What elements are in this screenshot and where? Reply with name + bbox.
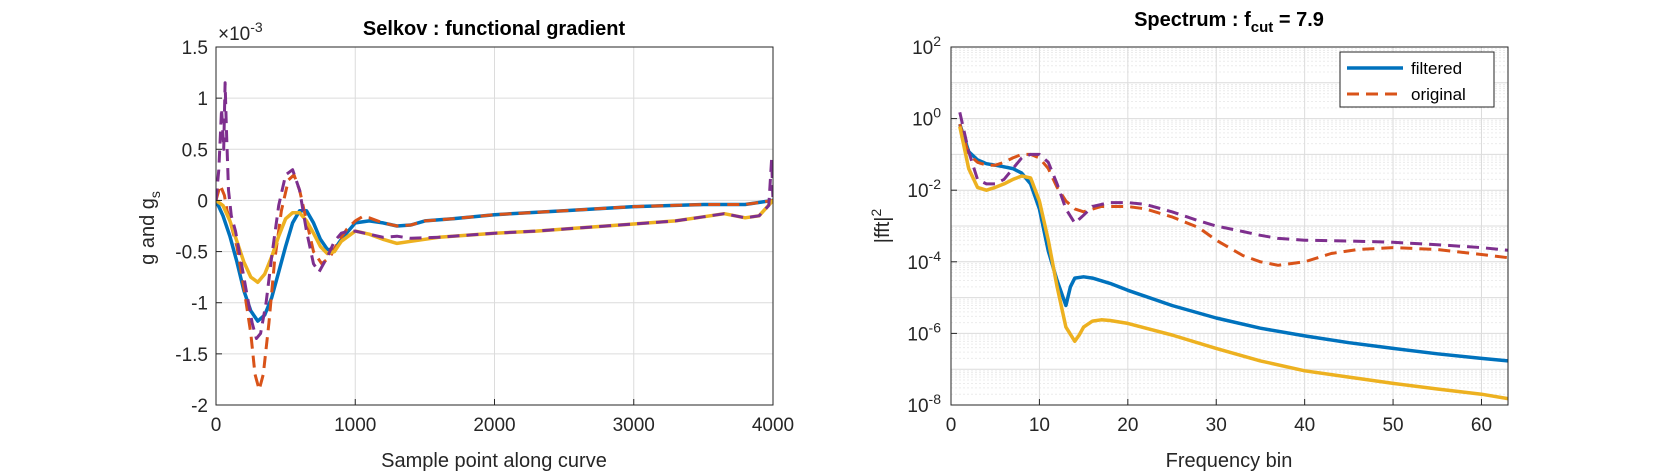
gradient-x-tick-label: 0 (211, 415, 222, 436)
spectrum-y-tick-label: 10-4 (907, 248, 941, 274)
spectrum-y-tick-label: 10-2 (907, 176, 941, 202)
spectrum-x-axis-label: Frequency bin (1166, 450, 1293, 472)
gradient-series-3-line (216, 81, 773, 340)
gradient-y-axis-label: g and gs (137, 191, 163, 265)
spectrum-x-tick-labels: 0 10 20 30 40 50 60 (946, 415, 1492, 436)
spectrum-y-tick-labels: 102 100 10-2 10-4 10-6 10-8 (907, 33, 941, 417)
spectrum-x-tick-label: 50 (1382, 415, 1403, 436)
legend-box (1339, 51, 1495, 108)
spectrum-axes-box (950, 46, 1509, 406)
gradient-y-tick-label: -2 (191, 396, 208, 417)
gradient-y-tick-label: 1.5 (182, 38, 208, 59)
spectrum-tick-marks (950, 46, 1482, 406)
gradient-x-tick-label: 2000 (473, 415, 515, 436)
spectrum-chart: 0 10 20 30 40 50 60 102 100 10-2 10-4 10-6 10-8 Spe… (868, 9, 1509, 472)
spectrum-x-tick-label: 20 (1117, 415, 1138, 436)
gradient-title: Selkov : functional gradient (363, 18, 626, 40)
gradient-y-exponent: ×10-3 (218, 19, 263, 45)
spectrum-x-tick-label: 0 (946, 415, 957, 436)
gradient-grid (215, 46, 774, 406)
gradient-x-tick-labels: 0 1000 2000 3000 4000 (211, 415, 794, 436)
spectrum-x-tick-label: 60 (1471, 415, 1492, 436)
spectrum-y-axis-label: |fft|2 (868, 209, 894, 244)
gradient-series-1-line (216, 173, 773, 392)
spectrum-legend: filtered original (1339, 51, 1495, 108)
gradient-y-tick-label: 0 (197, 191, 208, 212)
spectrum-x-tick-label: 30 (1206, 415, 1227, 436)
gradient-series (216, 81, 773, 392)
spectrum-y-tick-label: 10-6 (907, 319, 941, 345)
gradient-y-tick-label: -0.5 (175, 243, 208, 264)
gradient-chart: 0 1000 2000 3000 4000 -2 -1.5 -1 -0.5 0 0.5 1 1.5 ×… (137, 18, 794, 472)
spectrum-y-tick-label: 100 (912, 105, 941, 131)
gradient-x-tick-label: 1000 (334, 415, 376, 436)
spectrum-y-tick-label: 10-8 (907, 391, 941, 417)
legend-filtered-label: filtered (1411, 59, 1462, 78)
legend-original-label: original (1411, 85, 1466, 104)
gradient-x-axis-label: Sample point along curve (381, 450, 607, 472)
gradient-x-tick-label: 4000 (752, 415, 794, 436)
gradient-y-tick-labels: -2 -1.5 -1 -0.5 0 0.5 1 1.5 (175, 38, 208, 417)
spectrum-x-tick-label: 40 (1294, 415, 1315, 436)
spectrum-series-1-line (958, 123, 1508, 267)
spectrum-y-tick-label: 102 (912, 33, 941, 59)
gradient-tick-marks (215, 46, 774, 406)
spectrum-series-2-line (958, 126, 1508, 401)
spectrum-series-0-line (958, 123, 1508, 363)
gradient-y-tick-label: -1.5 (175, 345, 208, 366)
spectrum-series (958, 111, 1508, 401)
spectrum-title: Spectrum : fcut = 7.9 (1134, 9, 1324, 36)
spectrum-series-3-line (958, 111, 1508, 252)
gradient-y-tick-label: -1 (191, 294, 208, 315)
gradient-y-tick-label: 1 (197, 89, 208, 110)
gradient-x-tick-label: 3000 (613, 415, 655, 436)
gradient-y-tick-label: 0.5 (182, 140, 208, 161)
spectrum-x-tick-label: 10 (1029, 415, 1050, 436)
